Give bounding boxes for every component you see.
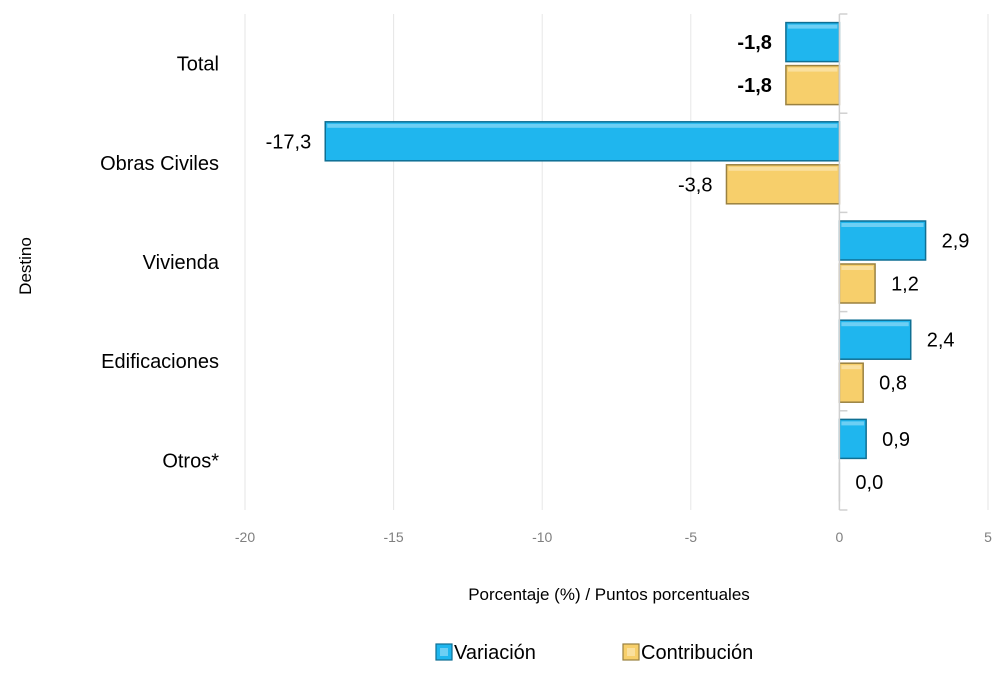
bar-highlight: [841, 322, 909, 327]
contribucion-bar: [785, 64, 841, 106]
data-label: -1,8: [737, 32, 771, 54]
variacion-bar: [838, 220, 927, 261]
bar-highlight: [787, 67, 838, 72]
data-labels: -1,8 -1,8 -17,3 -3,8 2,9 1,2 2,4 0,8 0,9 0,0: [266, 32, 970, 494]
contribucion-bar: [725, 164, 841, 205]
category-label: Total: [177, 54, 219, 76]
data-label: 2,9: [942, 231, 970, 253]
bar-highlight: [327, 123, 838, 128]
category-label: Obras Civiles: [100, 153, 219, 175]
bar-highlight: [787, 24, 838, 29]
data-label: 0,9: [882, 429, 910, 451]
bar-highlight: [841, 223, 924, 227]
bar-highlight: [841, 421, 865, 426]
category-label: Otros*: [162, 450, 219, 472]
bar-highlight: [841, 365, 862, 370]
variacion-bar: [838, 319, 912, 360]
data-label: 0,0: [855, 472, 883, 494]
x-tick-label: 5: [984, 529, 992, 545]
x-tick-label: -10: [532, 529, 552, 545]
legend-swatch-highlight: [627, 648, 635, 656]
category-label: Edificaciones: [101, 351, 219, 373]
data-label: -1,8: [737, 75, 771, 97]
category-labels: Total Obras Civiles Vivienda Edificaciones O…: [100, 54, 220, 473]
category-label: Vivienda: [143, 252, 220, 274]
data-label: 1,2: [891, 274, 919, 296]
legend-label: Contribución: [641, 642, 753, 664]
data-label: -17,3: [266, 131, 312, 153]
legend-swatch-highlight: [440, 648, 448, 656]
data-label: 0,8: [879, 373, 907, 395]
legend: Variación Contribución: [435, 642, 753, 664]
legend-swatch: [622, 643, 640, 661]
x-axis-title: Porcentaje (%) / Puntos porcentuales: [468, 585, 750, 604]
bar-highlight: [728, 166, 838, 171]
variacion-bar: [785, 21, 841, 63]
y-axis-title: Destino: [16, 237, 35, 295]
data-label: 2,4: [927, 330, 955, 352]
legend-label: Variación: [454, 642, 536, 664]
bar-highlight: [841, 266, 874, 270]
x-tick-label: 0: [836, 529, 844, 545]
x-tick-label: -15: [383, 529, 403, 545]
legend-swatch: [435, 643, 453, 661]
bars: [324, 21, 927, 502]
contribucion-bar: [838, 263, 876, 304]
x-tick-labels: -20 -15 -10 -5 0 5: [235, 529, 992, 545]
data-label: -3,8: [678, 174, 712, 196]
x-tick-label: -20: [235, 529, 255, 545]
gridlines: [244, 13, 989, 511]
x-tick-label: -5: [685, 529, 698, 545]
